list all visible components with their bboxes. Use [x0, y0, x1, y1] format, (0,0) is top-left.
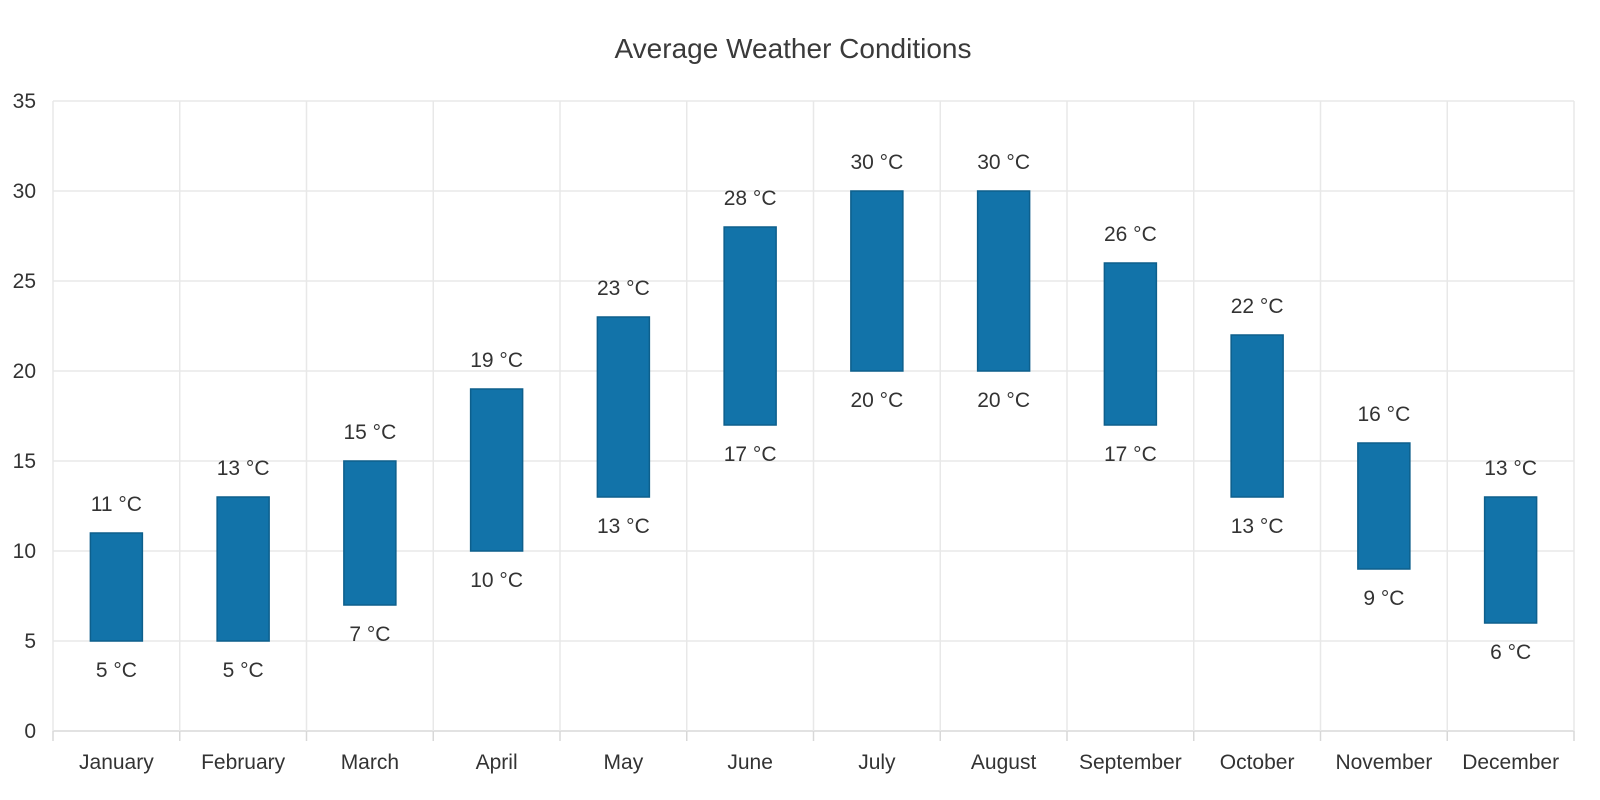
- low-value-label: 17 °C: [1104, 443, 1157, 466]
- range-bar: [89, 532, 144, 642]
- range-bar: [976, 190, 1031, 372]
- high-value-label: 16 °C: [1357, 403, 1410, 426]
- x-tick-label: January: [79, 751, 154, 774]
- y-tick-label: 20: [13, 360, 36, 383]
- low-value-label: 10 °C: [470, 569, 523, 592]
- low-value-label: 5 °C: [96, 659, 137, 682]
- range-bar: [596, 316, 651, 498]
- high-value-label: 30 °C: [850, 151, 903, 174]
- low-value-label: 6 °C: [1490, 641, 1531, 664]
- high-value-label: 13 °C: [1484, 457, 1537, 480]
- range-bar: [1357, 442, 1411, 570]
- high-value-label: 23 °C: [597, 277, 650, 300]
- high-value-label: 15 °C: [343, 421, 396, 444]
- x-tick-label: July: [858, 751, 896, 774]
- x-axis: January February March April May June July Augu…: [52, 731, 1575, 774]
- y-tick-label: 30: [13, 180, 36, 203]
- y-tick-label: 10: [13, 540, 36, 563]
- y-tick-label: 35: [13, 90, 36, 113]
- low-value-label: 13 °C: [1231, 515, 1284, 538]
- x-tick-label: October: [1220, 751, 1295, 774]
- y-tick-label: 25: [13, 270, 36, 293]
- range-bar: [1103, 262, 1158, 426]
- x-tick-label: April: [476, 751, 518, 774]
- range-bar: [1483, 496, 1538, 624]
- x-tick-label: March: [341, 751, 399, 774]
- grid-layer: [52, 100, 1575, 732]
- x-tick-label: December: [1462, 751, 1559, 774]
- low-value-label: 5 °C: [223, 659, 264, 682]
- high-value-label: 26 °C: [1104, 223, 1157, 246]
- high-value-label: 11 °C: [91, 493, 142, 516]
- x-tick-label: February: [201, 751, 286, 774]
- x-tick-label: September: [1079, 751, 1182, 774]
- low-value-label: 7 °C: [349, 623, 390, 646]
- y-tick-label: 0: [24, 720, 36, 743]
- range-bar: [343, 460, 397, 606]
- x-tick-label: August: [971, 751, 1037, 774]
- data-labels-layer: 11 °C 5 °C 13 °C 5 °C 15 °C 7 °C 19 °C 10 °C 23 …: [91, 151, 1537, 682]
- low-value-label: 13 °C: [597, 515, 650, 538]
- y-tick-label: 5: [24, 630, 36, 653]
- low-value-label: 17 °C: [724, 443, 777, 466]
- chart-title: Average Weather Conditions: [615, 33, 972, 64]
- range-bar: [723, 226, 777, 426]
- x-tick-label: May: [604, 751, 644, 774]
- range-bar: [469, 388, 524, 552]
- range-bar: [1230, 334, 1284, 498]
- x-tick-label: June: [727, 751, 773, 774]
- x-tick-label: November: [1335, 751, 1432, 774]
- y-tick-label: 15: [13, 450, 36, 473]
- low-value-label: 20 °C: [977, 389, 1030, 412]
- low-value-label: 9 °C: [1363, 587, 1404, 610]
- range-bar: [216, 496, 270, 642]
- high-value-label: 28 °C: [724, 187, 777, 210]
- bars-layer: [89, 190, 1538, 642]
- high-value-label: 22 °C: [1231, 295, 1284, 318]
- low-value-label: 20 °C: [850, 389, 903, 412]
- high-value-label: 19 °C: [470, 349, 523, 372]
- y-axis: 0 5 10 15 20 25 30 35: [13, 90, 36, 743]
- range-bar: [850, 190, 904, 372]
- high-value-label: 30 °C: [977, 151, 1030, 174]
- high-value-label: 13 °C: [217, 457, 270, 480]
